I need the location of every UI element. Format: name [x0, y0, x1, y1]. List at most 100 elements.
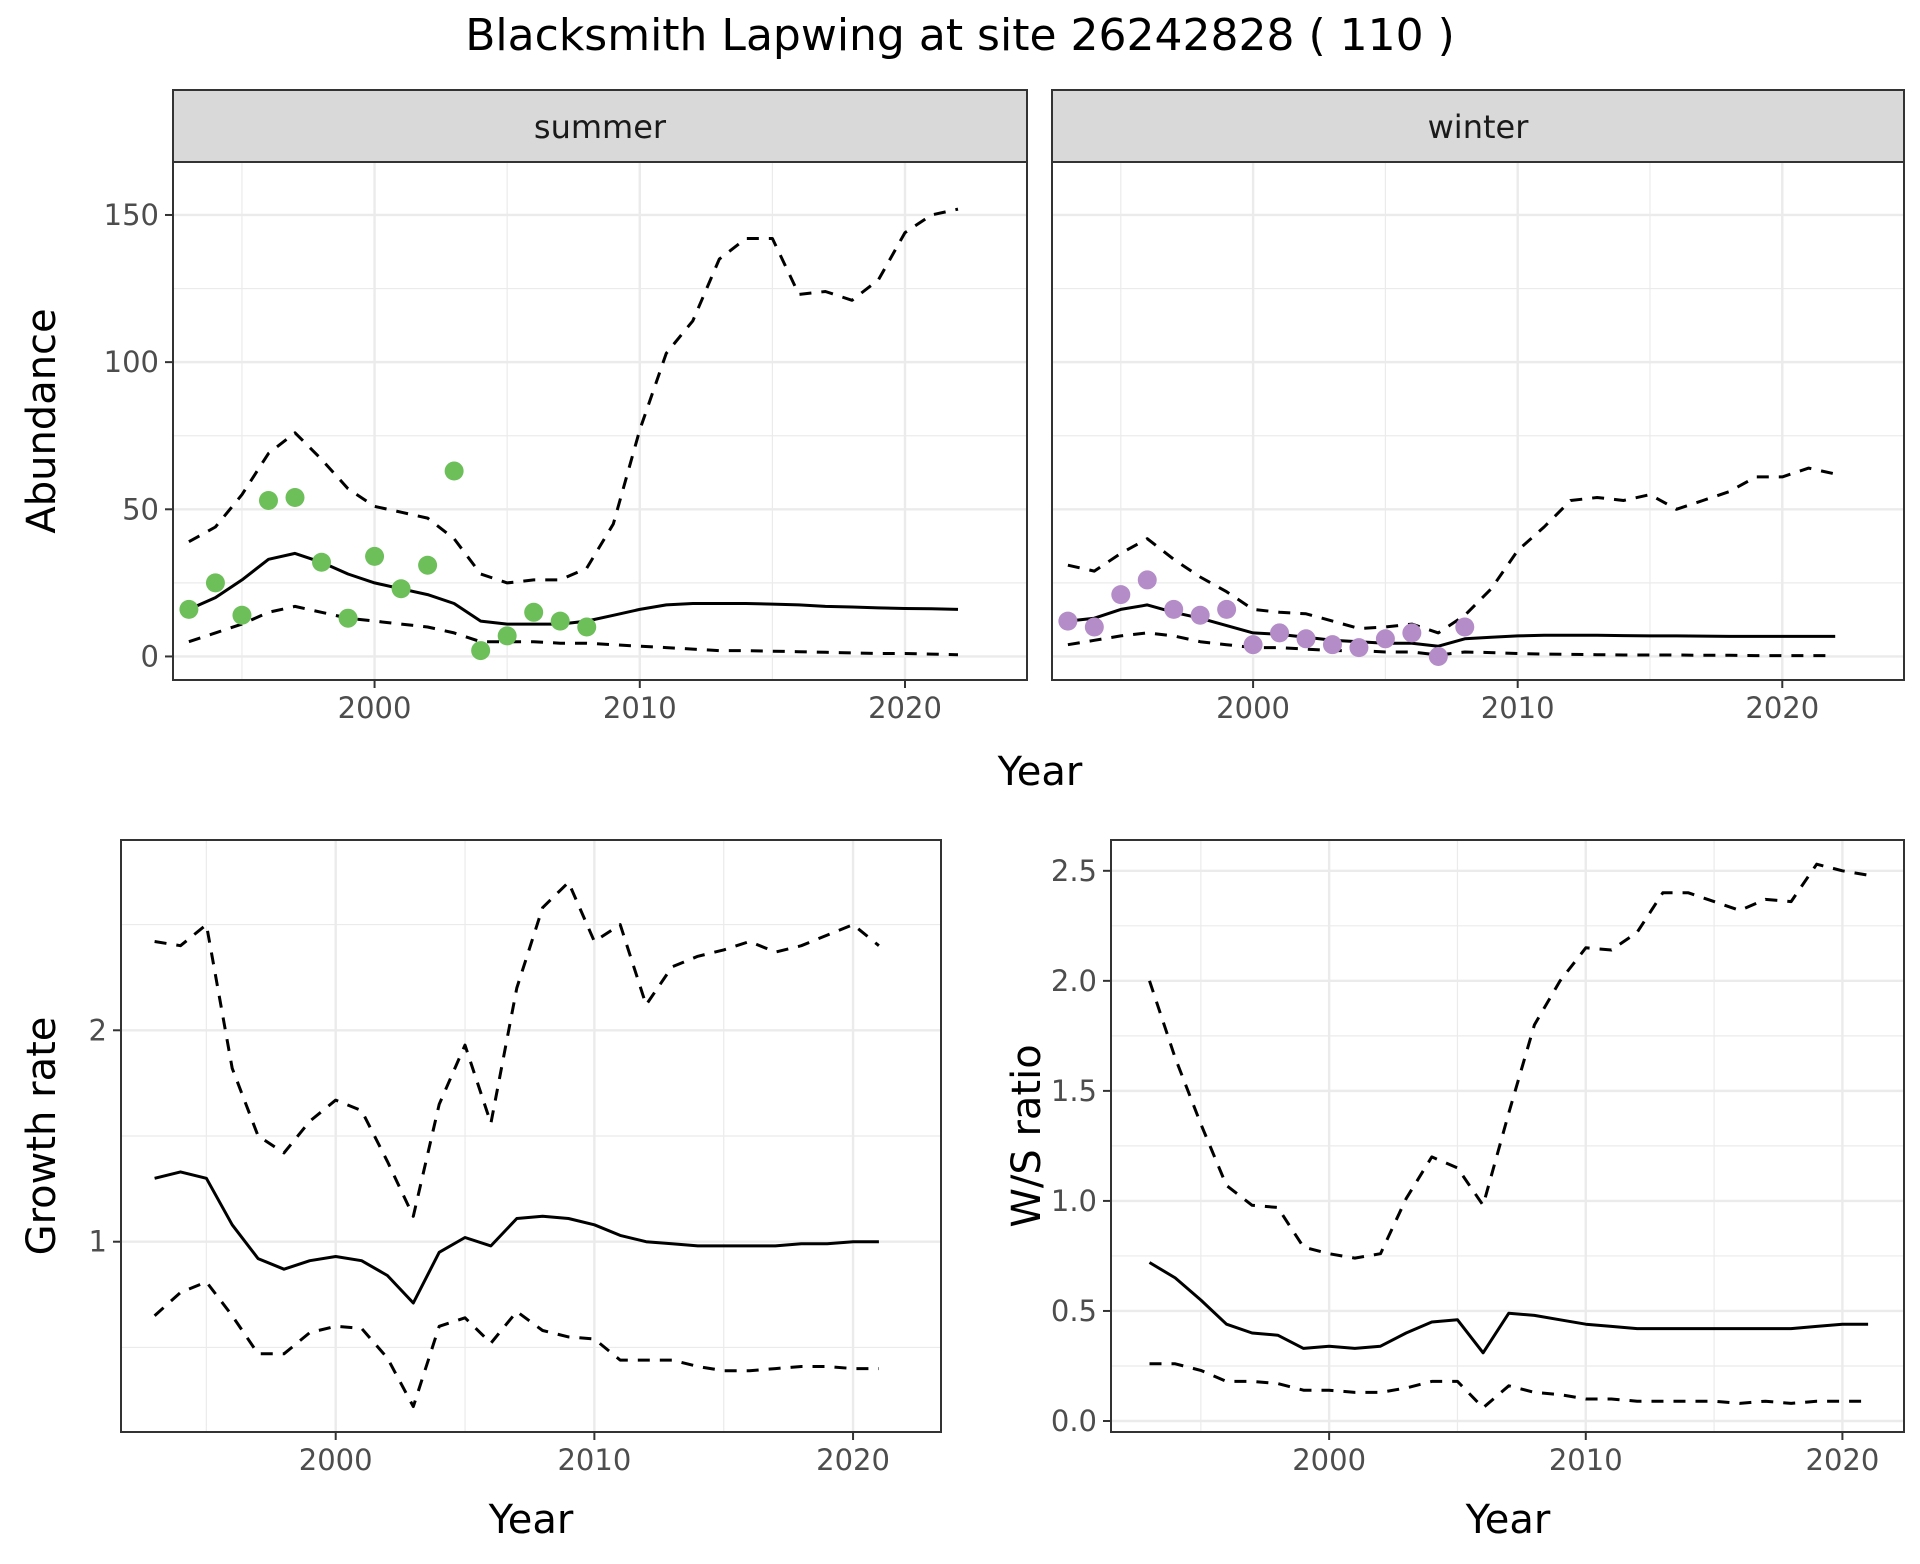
winter-observation-point [1270, 623, 1290, 643]
winter-observation-point [1349, 638, 1369, 658]
summer-strip [172, 89, 1028, 163]
winter-strip [1051, 89, 1905, 163]
winter-observation-point [1428, 646, 1448, 666]
summer-observation-point [338, 608, 358, 628]
summer-upper-bound-line [188, 207, 959, 585]
winter-observation-point [1058, 611, 1078, 631]
y-tick-label: 2 [89, 1013, 107, 1047]
summer-observation-point [179, 599, 199, 619]
summer-observation-point [205, 573, 225, 593]
y-tick-label: 1 [89, 1225, 107, 1259]
x-tick-label: 2020 [816, 1443, 890, 1477]
ws-y-axis-title: W/S ratio [1004, 1044, 1050, 1227]
growth-marks [153, 880, 880, 1409]
winter-strip-label: winter [1428, 108, 1530, 146]
summer-observation-point [471, 641, 491, 661]
y-tick-label: 100 [104, 345, 159, 379]
winter-observation-point [1217, 599, 1237, 619]
x-tick-label: 2010 [1549, 1443, 1623, 1477]
ws-x-axis-title: Year [1465, 1497, 1551, 1543]
growth-x-axis-title: Year [488, 1497, 574, 1543]
abundance-x-axis-title: Year [997, 749, 1083, 795]
winter-marks [1058, 466, 1836, 666]
x-tick-label: 2000 [299, 1443, 373, 1477]
winter-observation-point [1137, 570, 1157, 590]
x-tick-label: 2010 [557, 1443, 631, 1477]
x-tick-label: 2020 [1745, 691, 1819, 725]
summer-observation-point [577, 617, 597, 637]
winter-observation-point [1111, 585, 1131, 605]
ws-axes: 2000 2010 2020 0.0 0.5 1.0 1.5 2.0 2.5 [1051, 854, 1879, 1477]
y-tick-label: 0.5 [1051, 1294, 1097, 1328]
ws-ratio-chart: 2000 2010 2020 0.0 0.5 1.0 1.5 2.0 2.5 Year W/S … [1004, 839, 1905, 1543]
summer-strip-label: summer [534, 108, 667, 146]
summer-observation-point [312, 552, 332, 572]
winter-observation-point [1402, 623, 1422, 643]
summer-observation-point [497, 626, 517, 646]
summer-observation-point [524, 602, 544, 622]
ws-plot-area [1111, 840, 1904, 1432]
growth-axes: 2000 2010 2020 1 2 [89, 1013, 890, 1477]
winter-plot-area [1052, 162, 1904, 680]
growth-gridlines [121, 840, 941, 1432]
ws-gridlines [1111, 840, 1904, 1432]
summer-observation-point [232, 605, 252, 625]
y-tick-label: 150 [104, 198, 159, 232]
winter-panel: winter [1051, 89, 1905, 681]
summer-lower-bound-line [188, 604, 959, 657]
winter-gridlines [1052, 162, 1904, 680]
ws-lower-bound-line [1149, 1362, 1869, 1410]
y-tick-label: 0.0 [1051, 1404, 1097, 1438]
summer-observation-point [444, 461, 464, 481]
growth-lower-bound-line [153, 1280, 879, 1409]
x-tick-label: 2020 [868, 691, 942, 725]
winter-observation-point [1084, 617, 1104, 637]
abundance-axes: 2000 2010 2020 0 50 100 150 2000 2010 2020 [104, 198, 1820, 725]
x-tick-label: 2000 [1292, 1443, 1366, 1477]
y-tick-label: 0 [141, 639, 159, 673]
ws-panel-border [1110, 839, 1905, 1433]
y-tick-label: 2.5 [1051, 854, 1097, 888]
x-tick-label: 2010 [603, 691, 677, 725]
summer-panel-border [172, 161, 1028, 681]
x-tick-label: 2000 [1216, 691, 1290, 725]
x-tick-label: 2000 [338, 691, 412, 725]
figure-title: Blacksmith Lapwing at site 26242828 ( 11… [465, 10, 1454, 61]
summer-observation-point [550, 611, 570, 631]
x-tick-label: 2020 [1806, 1443, 1880, 1477]
y-tick-label: 1.5 [1051, 1074, 1097, 1108]
abundance-y-axis-title: Abundance [19, 308, 65, 533]
summer-panel: summer [172, 89, 1028, 681]
ws-upper-bound-line [1148, 862, 1869, 1260]
ws-mean-line [1148, 1261, 1869, 1355]
summer-gridlines [173, 162, 1027, 680]
growth-panel-border [120, 839, 942, 1433]
y-tick-label: 1.0 [1051, 1184, 1097, 1218]
summer-plot-area [173, 162, 1027, 680]
growth-rate-chart: 2000 2010 2020 1 2 Year Growth rate [19, 839, 942, 1543]
ws-marks [1148, 862, 1869, 1410]
summer-observation-point [285, 488, 305, 508]
summer-observation-point [365, 546, 385, 566]
winter-panel-border [1051, 161, 1905, 681]
summer-observation-point [391, 579, 411, 599]
winter-lower-bound-line [1067, 631, 1836, 658]
winter-upper-bound-line [1067, 466, 1836, 635]
y-tick-label: 2.0 [1051, 964, 1097, 998]
growth-y-axis-title: Growth rate [19, 1017, 65, 1256]
summer-observation-point [418, 555, 438, 575]
summer-observation-point [258, 490, 278, 510]
winter-observation-point [1375, 629, 1395, 649]
winter-observation-point [1322, 635, 1342, 655]
summer-marks [179, 207, 959, 661]
winter-observation-point [1190, 605, 1210, 625]
growth-mean-line [154, 1170, 879, 1305]
winter-observation-point [1455, 617, 1475, 637]
winter-observation-point [1164, 599, 1184, 619]
x-tick-label: 2010 [1481, 691, 1555, 725]
growth-upper-bound-line [154, 880, 880, 1218]
winter-observation-point [1243, 635, 1263, 655]
